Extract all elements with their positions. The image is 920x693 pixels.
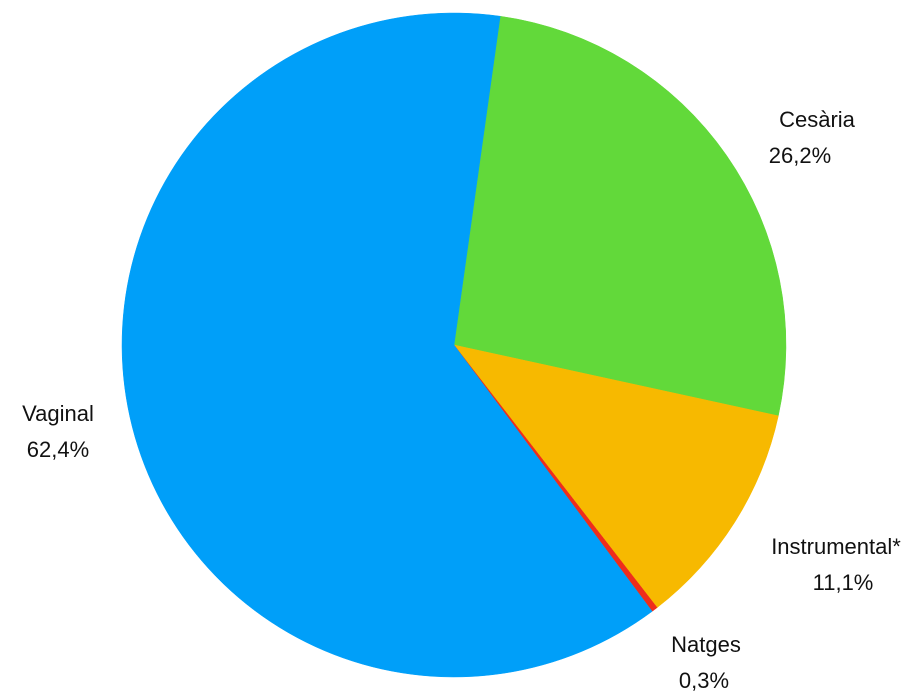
slice-value-vaginal: 62,4%: [27, 437, 89, 462]
slice-label-cesaria: Cesària: [779, 107, 856, 132]
slice-value-natges: 0,3%: [679, 668, 729, 693]
slice-label-vaginal: Vaginal: [22, 401, 94, 426]
pie-slice-instrumental: [453, 344, 779, 608]
pie-slice-ces-ria: [453, 15, 787, 417]
pie-slices: [121, 12, 787, 678]
slice-label-instrumental: Instrumental*: [771, 534, 901, 559]
pie-slice-vaginal: [121, 12, 653, 678]
slice-label-natges: Natges: [671, 632, 741, 657]
slice-value-cesaria: 26,2%: [769, 143, 831, 168]
slice-value-instrumental: 11,1%: [813, 570, 874, 595]
